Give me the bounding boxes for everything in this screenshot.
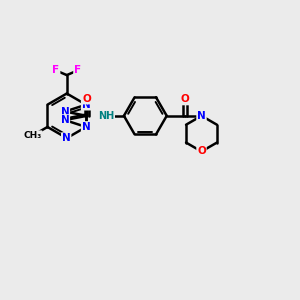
Text: N: N [197,111,206,121]
Text: O: O [82,94,91,103]
Text: F: F [74,65,81,76]
Text: F: F [52,65,59,76]
Text: N: N [82,100,91,110]
Text: O: O [197,146,206,157]
Text: CH₃: CH₃ [23,131,42,140]
Text: N: N [61,106,69,117]
Text: N: N [62,133,70,143]
Text: NH: NH [98,111,114,121]
Text: N: N [82,122,91,132]
Text: N: N [61,115,69,125]
Text: O: O [181,94,190,104]
